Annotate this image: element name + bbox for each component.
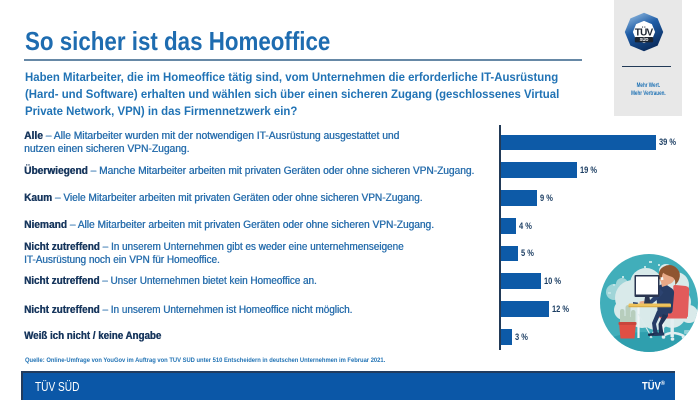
svg-text:TÜV: TÜV bbox=[635, 26, 654, 39]
svg-text:SÜD: SÜD bbox=[640, 37, 649, 42]
